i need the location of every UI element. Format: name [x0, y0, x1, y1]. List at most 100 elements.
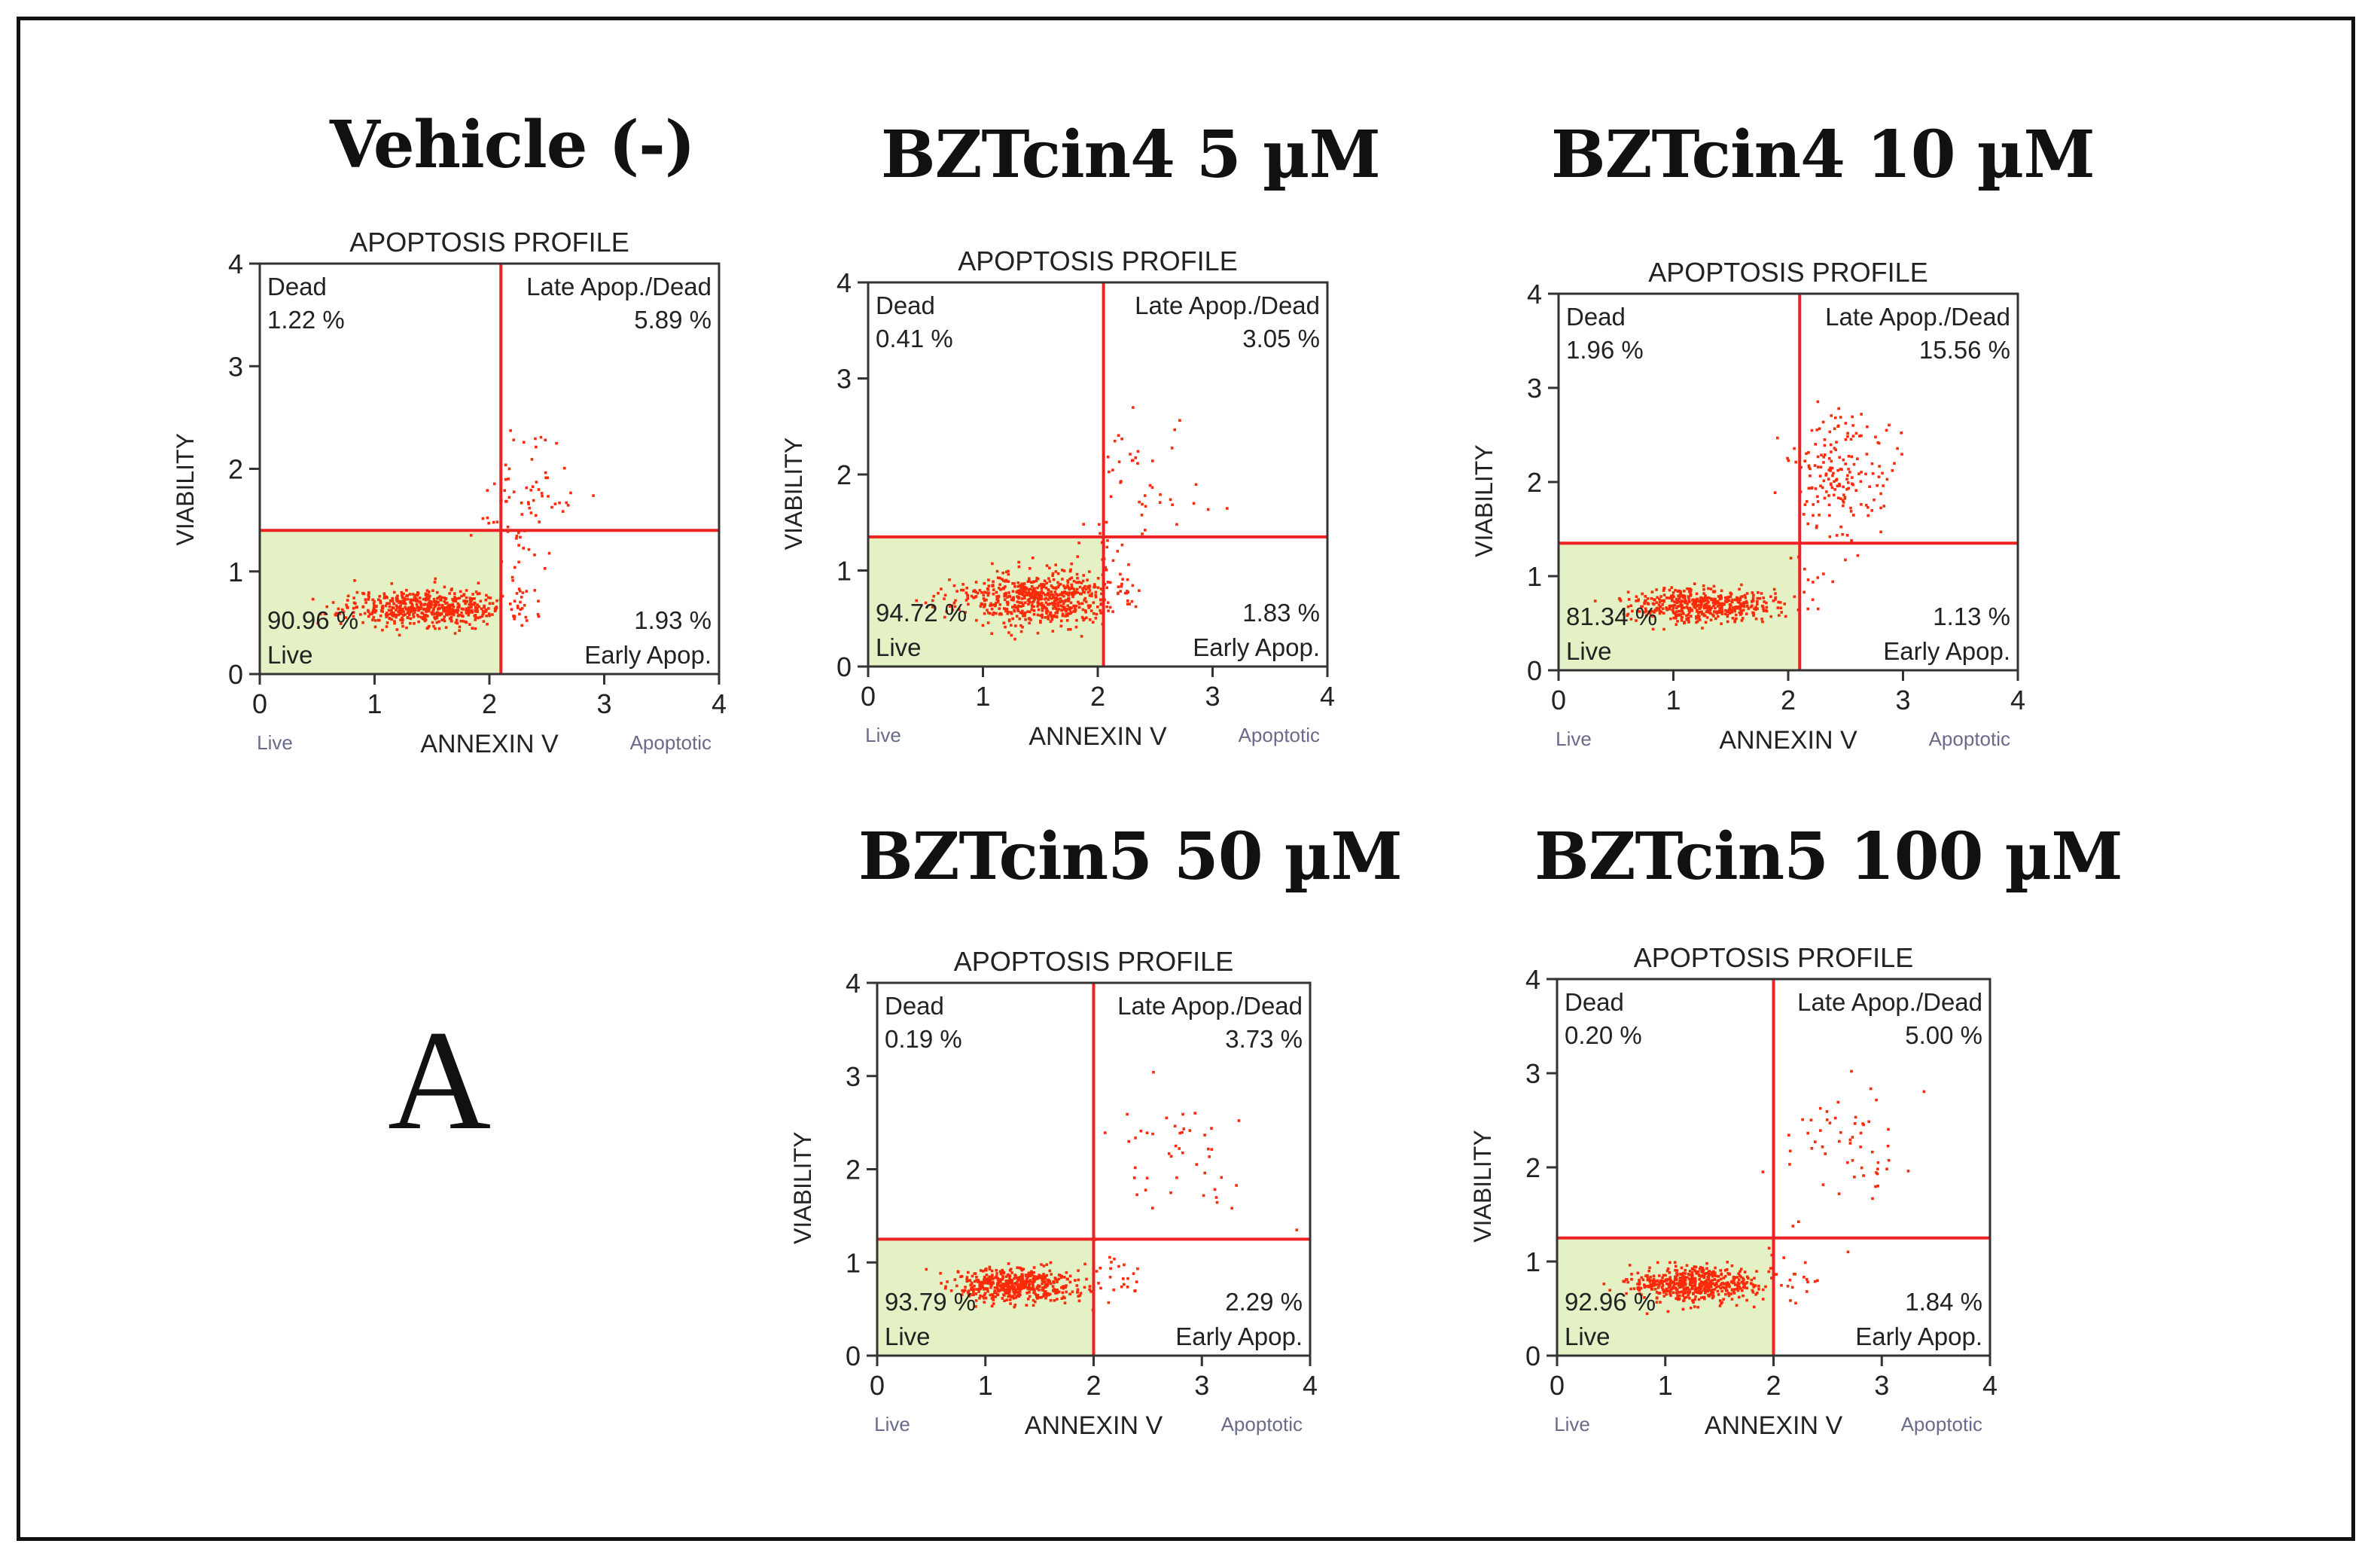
data-point [1739, 595, 1743, 599]
data-point [1675, 606, 1678, 610]
data-point [406, 612, 410, 615]
data-point [389, 612, 392, 616]
data-point [1707, 600, 1710, 604]
data-point [1036, 1277, 1039, 1280]
data-point [1655, 1297, 1659, 1300]
quadrant-early-label: Early Apop. [584, 641, 712, 669]
data-point [1752, 593, 1755, 597]
data-point [1678, 1277, 1681, 1280]
data-point [1136, 1267, 1139, 1271]
data-point [1691, 1281, 1695, 1284]
data-point [989, 612, 992, 615]
data-point [1775, 1273, 1778, 1276]
data-point [1694, 602, 1697, 605]
data-point [1720, 589, 1723, 593]
data-point [989, 1286, 992, 1289]
data-point [1040, 1263, 1043, 1266]
data-point [1887, 1127, 1890, 1131]
data-point [438, 612, 442, 615]
data-point [1031, 581, 1035, 584]
data-point [520, 501, 523, 505]
data-point [1701, 1267, 1705, 1270]
data-point [1014, 1291, 1017, 1295]
data-point [1038, 1296, 1041, 1299]
data-point [1787, 1133, 1790, 1136]
data-point [1871, 472, 1875, 475]
data-point [1078, 585, 1082, 589]
x-note-apoptotic: Apoptotic [1901, 1413, 1982, 1435]
data-point [1145, 1131, 1149, 1134]
data-point [1033, 1289, 1036, 1292]
data-point [1629, 604, 1633, 607]
data-point [495, 520, 499, 523]
y-tick-label: 3 [228, 351, 243, 382]
data-point [1724, 600, 1727, 603]
data-point [1711, 1279, 1714, 1282]
data-point [1680, 618, 1684, 622]
data-point [1062, 1276, 1066, 1279]
data-point [987, 578, 990, 581]
data-point [1640, 1293, 1643, 1297]
data-point [964, 1286, 967, 1289]
data-point [1062, 1286, 1065, 1290]
data-point [434, 627, 437, 630]
data-point [1169, 498, 1172, 502]
x-note-apoptotic: Apoptotic [1221, 1413, 1303, 1435]
data-point [1707, 1277, 1711, 1280]
data-point [1876, 1185, 1879, 1188]
data-point [1833, 1116, 1837, 1120]
data-point [1085, 1277, 1088, 1281]
data-point [1632, 1287, 1636, 1290]
data-point [1006, 612, 1010, 615]
data-point [1726, 596, 1729, 599]
data-point [1756, 599, 1759, 603]
x-tick-label: 3 [1874, 1370, 1889, 1401]
data-point [1784, 615, 1787, 618]
data-point [1063, 1301, 1067, 1304]
data-point [398, 607, 402, 610]
data-point [392, 602, 395, 606]
data-point [536, 612, 540, 616]
x-tick-label: 3 [1205, 681, 1220, 712]
data-point [987, 591, 990, 595]
data-point [1689, 1280, 1692, 1284]
data-point [1045, 564, 1049, 567]
data-point [1056, 1280, 1059, 1283]
data-point [1844, 558, 1847, 562]
data-point [1081, 587, 1084, 590]
data-point [1019, 1293, 1022, 1296]
data-point [968, 1279, 972, 1283]
data-point [1703, 1287, 1706, 1290]
data-point [1645, 1312, 1649, 1316]
data-point [1825, 1118, 1829, 1121]
data-point [1036, 605, 1039, 608]
data-point [1712, 1295, 1715, 1298]
data-point [398, 601, 401, 604]
data-point [1678, 590, 1681, 593]
data-point [964, 611, 967, 614]
data-point [1028, 594, 1032, 597]
data-point [1088, 618, 1092, 621]
data-point [1745, 592, 1749, 595]
data-point [1727, 1292, 1730, 1295]
data-point [1664, 1274, 1667, 1277]
data-point [1680, 1283, 1684, 1286]
data-point [468, 623, 471, 626]
data-point [1846, 474, 1849, 477]
data-point [378, 595, 382, 598]
data-point [1120, 438, 1123, 441]
data-point [425, 627, 429, 630]
data-point [1025, 1304, 1028, 1307]
x-axis-label: ANNEXIN V [1025, 1411, 1163, 1440]
data-point [1846, 1161, 1849, 1164]
data-point [395, 596, 398, 599]
data-point [1719, 594, 1723, 597]
data-point [443, 585, 446, 589]
data-point [1792, 1272, 1796, 1276]
data-point [438, 607, 441, 610]
data-point [1013, 609, 1016, 613]
data-point [1652, 1277, 1656, 1281]
data-point [422, 613, 426, 617]
data-point [1068, 591, 1071, 594]
data-point [1674, 1286, 1677, 1289]
